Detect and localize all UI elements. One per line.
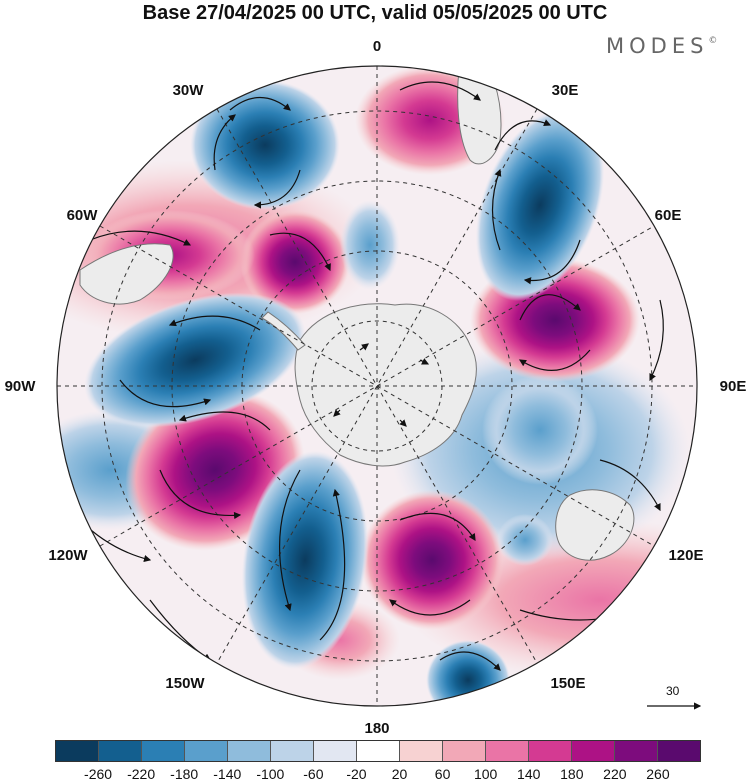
logo-mark: © — [708, 36, 718, 46]
anomaly-field — [57, 66, 697, 706]
lon-label-30e: 30E — [552, 82, 579, 99]
colorbar-tick-label: 100 — [473, 766, 498, 782]
colorbar-segment — [443, 741, 486, 761]
colorbar-tick-label: -220 — [127, 766, 156, 782]
colorbar-segment — [357, 741, 400, 761]
colorbar — [55, 740, 701, 762]
colorbar-segment — [615, 741, 658, 761]
colorbar-segment — [99, 741, 142, 761]
colorbar-ticks: -260 -220 -180 -140 -100 -60 -20 20 60 100 140 180 2… — [0, 766, 750, 784]
map-title: Base 27/04/2025 00 UTC, valid 05/05/2025… — [142, 2, 608, 24]
graticule — [57, 66, 697, 706]
colorbar-segment — [486, 741, 529, 761]
colorbar-segment — [572, 741, 615, 761]
lon-label-90w: 90W — [5, 378, 37, 395]
wind-vectors — [79, 81, 664, 671]
colorbar-tick-label: 140 — [517, 766, 541, 782]
colorbar-tick-label: 20 — [391, 766, 408, 782]
lon-label-180: 180 — [364, 720, 389, 737]
colorbar-segment — [142, 741, 185, 761]
colorbar-tick-label: -20 — [346, 766, 367, 782]
colorbar-segment — [56, 741, 99, 761]
land-masses — [79, 66, 635, 561]
colorbar-tick-label: -260 — [84, 766, 113, 782]
colorbar-tick-label: 60 — [434, 766, 451, 782]
colorbar-segment — [271, 741, 314, 761]
colorbar-tick-label: -180 — [170, 766, 199, 782]
colorbar-segment — [314, 741, 357, 761]
lon-label-30w: 30W — [173, 82, 205, 99]
lon-label-120e: 120E — [668, 547, 703, 564]
lon-label-60e: 60E — [655, 207, 682, 224]
colorbar-segment — [185, 741, 228, 761]
longitude-labels: 0 30E 60E 90E 120E 150E 180 150W 120W 90… — [5, 38, 747, 737]
lon-label-120w: 120W — [48, 547, 88, 564]
reference-vector-label: 30 — [666, 684, 680, 698]
logo-text: MODES — [606, 34, 709, 58]
lon-label-90e: 90E — [720, 378, 747, 395]
lon-label-150e: 150E — [550, 675, 585, 692]
colorbar-segment — [400, 741, 443, 761]
colorbar-tick-label: -100 — [256, 766, 285, 782]
lon-label-0: 0 — [373, 38, 381, 55]
colorbar-tick-label: -60 — [303, 766, 324, 782]
lon-label-60w: 60W — [67, 207, 99, 224]
colorbar-tick-label: 260 — [646, 766, 670, 782]
colorbar-tick-label: 220 — [603, 766, 627, 782]
map-boundary — [56, 65, 698, 707]
colorbar-segment — [658, 741, 700, 761]
colorbar-tick-label: -140 — [213, 766, 242, 782]
colorbar-tick-label: 180 — [560, 766, 584, 782]
colorbar-segment — [228, 741, 271, 761]
modes-logo: MODES© — [606, 34, 717, 58]
lon-label-150w: 150W — [165, 675, 205, 692]
colorbar-segment — [529, 741, 572, 761]
